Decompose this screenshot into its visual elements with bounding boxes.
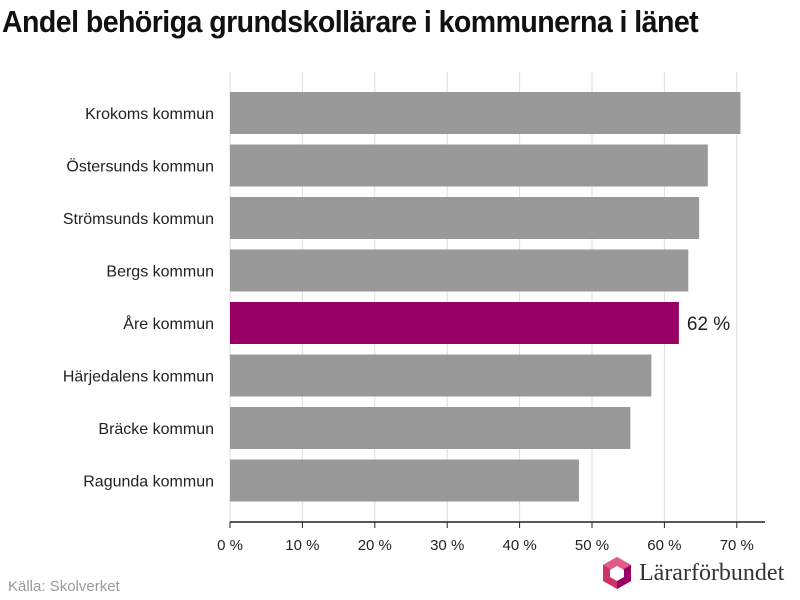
x-tick-label: 40 % (502, 537, 536, 554)
bar (230, 407, 631, 449)
category-label: Åre kommun (123, 314, 214, 333)
bar (230, 459, 579, 502)
category-label: Bräcke kommun (98, 421, 214, 438)
bar (230, 302, 679, 344)
bar (230, 144, 708, 187)
x-tick-label: 20 % (358, 537, 392, 554)
x-tick-label: 0 % (217, 537, 243, 554)
x-tick-label: 50 % (575, 537, 609, 554)
grid-lines (229, 72, 738, 522)
source-note: Källa: Skolverket (8, 578, 120, 595)
chart-title: Andel behöriga grundskollärare i kommune… (2, 4, 699, 39)
category-label: Östersunds kommun (66, 158, 214, 176)
x-tick-label: 60 % (647, 537, 681, 554)
data-label: 62 % (687, 314, 730, 335)
x-tick-label: 30 % (430, 537, 464, 554)
category-labels: Krokoms kommun Östersunds kommun Strömsund… (63, 106, 214, 491)
category-label: Krokoms kommun (85, 106, 214, 123)
x-axis: 0 % 10 % 20 % 30 % 40 % 50 % 60 % 70 % (217, 521, 765, 554)
value-labels: 62 % (687, 314, 730, 335)
category-label: Härjedalens kommun (63, 369, 214, 386)
bar (230, 249, 689, 292)
bars (230, 92, 741, 502)
category-label: Strömsunds kommun (63, 211, 214, 228)
x-tick-label: 10 % (285, 537, 319, 554)
x-tick-label: 70 % (720, 537, 754, 554)
logo: Lärarförbundet (601, 556, 784, 590)
logo-text: Lärarförbundet (639, 559, 785, 586)
bar (230, 354, 652, 397)
lararforbundet-logo-icon (603, 557, 631, 589)
category-label: Bergs kommun (106, 264, 214, 281)
bar (230, 92, 741, 134)
category-label: Ragunda kommun (83, 474, 214, 491)
bar (230, 197, 700, 239)
